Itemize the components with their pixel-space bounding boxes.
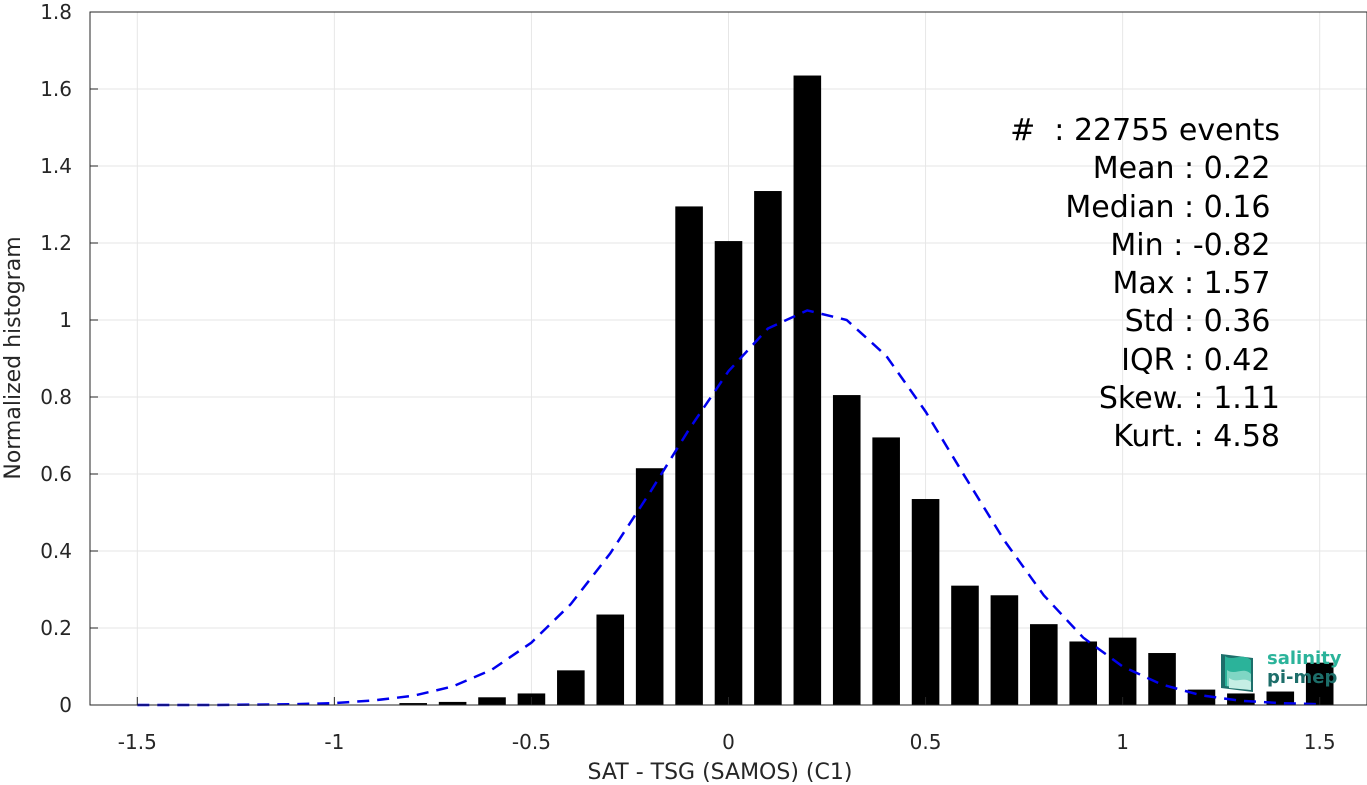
y-tick-label-5: 1 [59,308,72,332]
fit-curve [137,309,1320,707]
y-tick-label-2: 0.4 [40,539,72,563]
y-tick-label-4: 0.8 [40,385,72,409]
histogram-bar-11 [832,395,861,705]
x-tick-label-1: -1 [324,730,344,754]
histogram-bar-2 [478,697,506,705]
x-tick-label-0: -1.5 [118,730,157,754]
histogram-bar-8 [714,241,743,705]
statistics-box: # : 22755 events Mean : 0.22 Median : 0.… [960,112,1280,457]
logo-line-salinity: salinity [1267,648,1342,669]
stat-max: Max : 1.57 [1112,266,1280,302]
x-axis-ticks: -1.5 -1 -0.5 0 0.5 1 1.5 [118,697,1336,754]
x-axis-label: SAT - TSG (SAMOS) (C1) [588,760,853,785]
y-axis-label: Normalized histogram [1,236,26,479]
y-tick-label-6: 1.2 [40,231,72,255]
histogram-bar-14 [951,585,979,705]
y-tick-label-1: 0.2 [40,616,72,640]
histogram-bar-4 [557,670,585,705]
x-tick-label-4: 0.5 [910,730,942,754]
histogram-bar-0 [399,703,427,705]
histogram-bar-6 [635,468,664,705]
wave-logo-icon [1221,654,1253,692]
histogram-bar-21 [1227,693,1255,705]
histogram-bar-17 [1069,641,1098,705]
histogram-bar-19 [1148,653,1176,705]
histogram-bar-9 [754,191,782,705]
y-tick-label-7: 1.4 [40,154,72,178]
logo-line-pimep: pi-mep [1267,667,1338,688]
salinity-pi-mep-logo: salinity pi-mep [1215,646,1350,696]
y-tick-label-9: 1.8 [40,0,72,24]
stat-median: Median : 0.16 [1065,189,1280,225]
y-axis-ticks: 0 0.2 0.4 0.6 0.8 1 1.2 1.4 1.6 1.8 [40,0,98,717]
histogram-bar-10 [793,75,822,705]
stat-skew: Skew. : 1.11 [1098,381,1280,417]
stat-std: Std : 0.36 [1124,304,1280,340]
x-tick-label-3: 0 [722,730,735,754]
stat-min: Min : -0.82 [1110,227,1280,263]
stat-kurt: Kurt. : 4.58 [1113,419,1280,455]
x-tick-label-5: 1 [1116,730,1129,754]
histogram-bar-7 [675,206,703,706]
x-tick-label-6: 1.5 [1304,730,1336,754]
y-tick-label-0: 0 [59,693,72,717]
y-tick-label-3: 0.6 [40,462,72,486]
stat-iqr: IQR : 0.42 [1121,342,1280,378]
x-tick-label-2: -0.5 [512,730,551,754]
y-tick-label-8: 1.6 [40,77,72,101]
histogram-bar-12 [872,437,900,705]
histogram-bar-13 [911,499,940,705]
stat-mean: Mean : 0.22 [1092,151,1280,187]
histogram-bar-15 [990,595,1019,705]
histogram-bar-5 [596,614,625,705]
stat-count: # : 22755 events [1010,113,1280,148]
histogram-bar-1 [438,701,467,705]
histogram-bar-16 [1030,624,1058,705]
